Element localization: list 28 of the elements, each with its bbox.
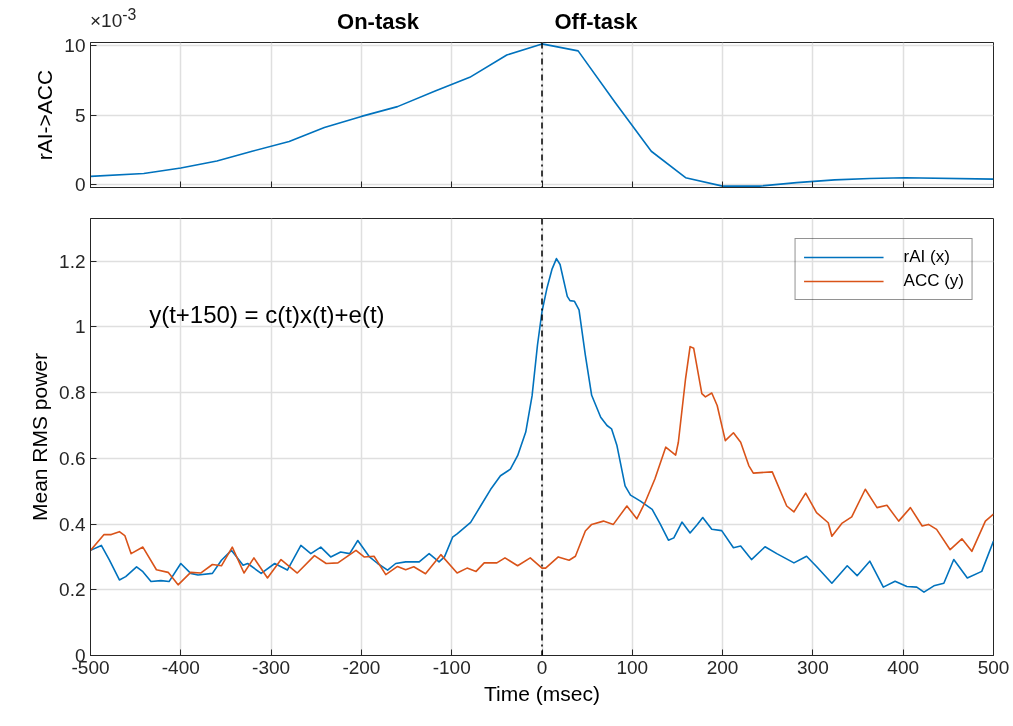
y-tick-label: 0.8	[59, 382, 86, 404]
y-tick-label: 1	[74, 316, 86, 338]
annotation: y(t+150) = c(t)x(t)+e(t)	[149, 300, 385, 328]
x-tick-label: 400	[887, 656, 920, 678]
x-tick-label: -400	[161, 656, 200, 678]
y-tick-label: 10	[64, 34, 86, 56]
x-tick-label: 500	[977, 656, 1010, 678]
y-tick-label: 0.6	[59, 447, 86, 469]
y-tick-label: 0	[74, 174, 86, 196]
text: ×10$^{-3}$	[90, 5, 137, 34]
y-tick-label: 0.2	[59, 579, 86, 601]
legend-label: rAI (x)	[903, 247, 950, 267]
x-tick-label: -300	[252, 656, 291, 678]
x-tick-label: -200	[342, 656, 381, 678]
x-tick-label: -100	[432, 656, 471, 678]
y-tick-label: 1.2	[59, 250, 86, 272]
text: Off-task	[554, 8, 638, 36]
y-tick-label: 0.4	[59, 513, 86, 535]
x-tick-label: 200	[706, 656, 739, 678]
text: On-task	[337, 8, 419, 36]
y-axis-title: Mean RMS power	[28, 352, 52, 522]
x-tick-label: 0	[536, 656, 548, 678]
legend-label: ACC (y)	[903, 271, 964, 291]
x-tick-label: 100	[616, 656, 649, 678]
y-axis-title: rAI->ACC	[33, 69, 57, 161]
x-axis-title: Time (msec)	[484, 681, 600, 705]
x-tick-label: 300	[797, 656, 829, 678]
y-tick-label: 5	[74, 104, 86, 126]
